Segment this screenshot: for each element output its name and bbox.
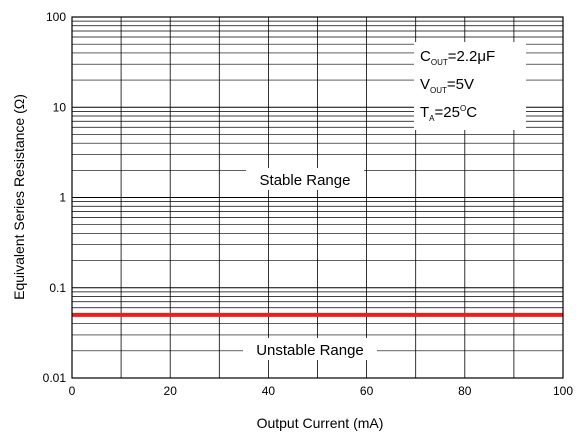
y-tick-label: 100 — [46, 10, 66, 24]
condition-line: VOUT=5V — [420, 76, 474, 95]
conditions-box: COUT=2.2μF VOUT=5V TA=25OC — [420, 48, 495, 123]
x-tick-label: 80 — [458, 384, 472, 398]
conditions-bg — [414, 42, 526, 130]
x-tick-label: 40 — [262, 384, 276, 398]
x-tick-label: 60 — [360, 384, 374, 398]
condition-line: COUT=2.2μF — [420, 48, 495, 67]
unstable-range-label: Unstable Range — [256, 342, 364, 359]
y-tick-label: 0.01 — [43, 371, 67, 385]
unstable-label-bg — [243, 338, 377, 360]
x-tick-label: 100 — [553, 384, 573, 398]
stable-label-bg — [246, 168, 364, 190]
stable-range-label: Stable Range — [260, 172, 351, 189]
plot-frame — [71, 16, 564, 379]
y-tick-label: 0.1 — [49, 281, 66, 295]
condition-line: TA=25OC — [420, 104, 477, 123]
x-axis-label: Output Current (mA) — [257, 415, 384, 431]
x-tick-labels: 0 20 40 60 80 100 — [69, 384, 574, 398]
y-tick-label: 1 — [59, 191, 66, 205]
x-tick-label: 20 — [164, 384, 178, 398]
y-tick-label: 10 — [53, 100, 67, 114]
x-tick-label: 0 — [69, 384, 76, 398]
y-axis-label: Equivalent Series Resistance (Ω) — [11, 94, 27, 300]
y-tick-labels: 0.01 0.1 1 10 100 — [43, 10, 67, 385]
